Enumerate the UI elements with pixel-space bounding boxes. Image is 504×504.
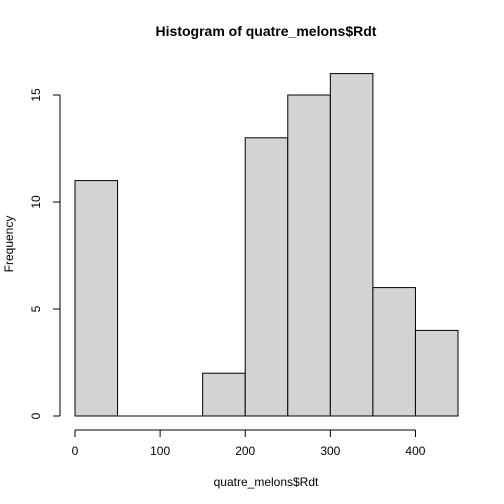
chart-title: Histogram of quatre_melons$Rdt: [156, 23, 377, 39]
histogram-bar: [372, 287, 416, 417]
y-tick-label: 0: [29, 412, 43, 419]
histogram-bar: [202, 372, 246, 417]
histogram-bar: [329, 73, 374, 417]
x-tick-label: 100: [150, 444, 170, 458]
x-tick-label: 200: [235, 444, 255, 458]
x-axis-label: quatre_melons$Rdt: [214, 475, 319, 489]
y-tick-label: 15: [29, 88, 43, 102]
y-tick-label: 5: [29, 305, 43, 312]
x-tick-label: 300: [320, 444, 340, 458]
bars-group: [74, 73, 459, 417]
y-axis: 0 5 10 15: [29, 88, 61, 419]
y-tick-label: 10: [29, 195, 43, 209]
histogram-bar: [287, 94, 331, 417]
histogram-bar: [244, 137, 289, 417]
x-tick-label: 400: [405, 444, 425, 458]
x-axis: 0 100 200 300 400: [72, 429, 426, 458]
histogram-bar: [74, 180, 119, 417]
x-tick-label: 0: [72, 444, 79, 458]
y-axis-label: Frequency: [2, 216, 16, 273]
histogram-bar: [414, 329, 459, 417]
